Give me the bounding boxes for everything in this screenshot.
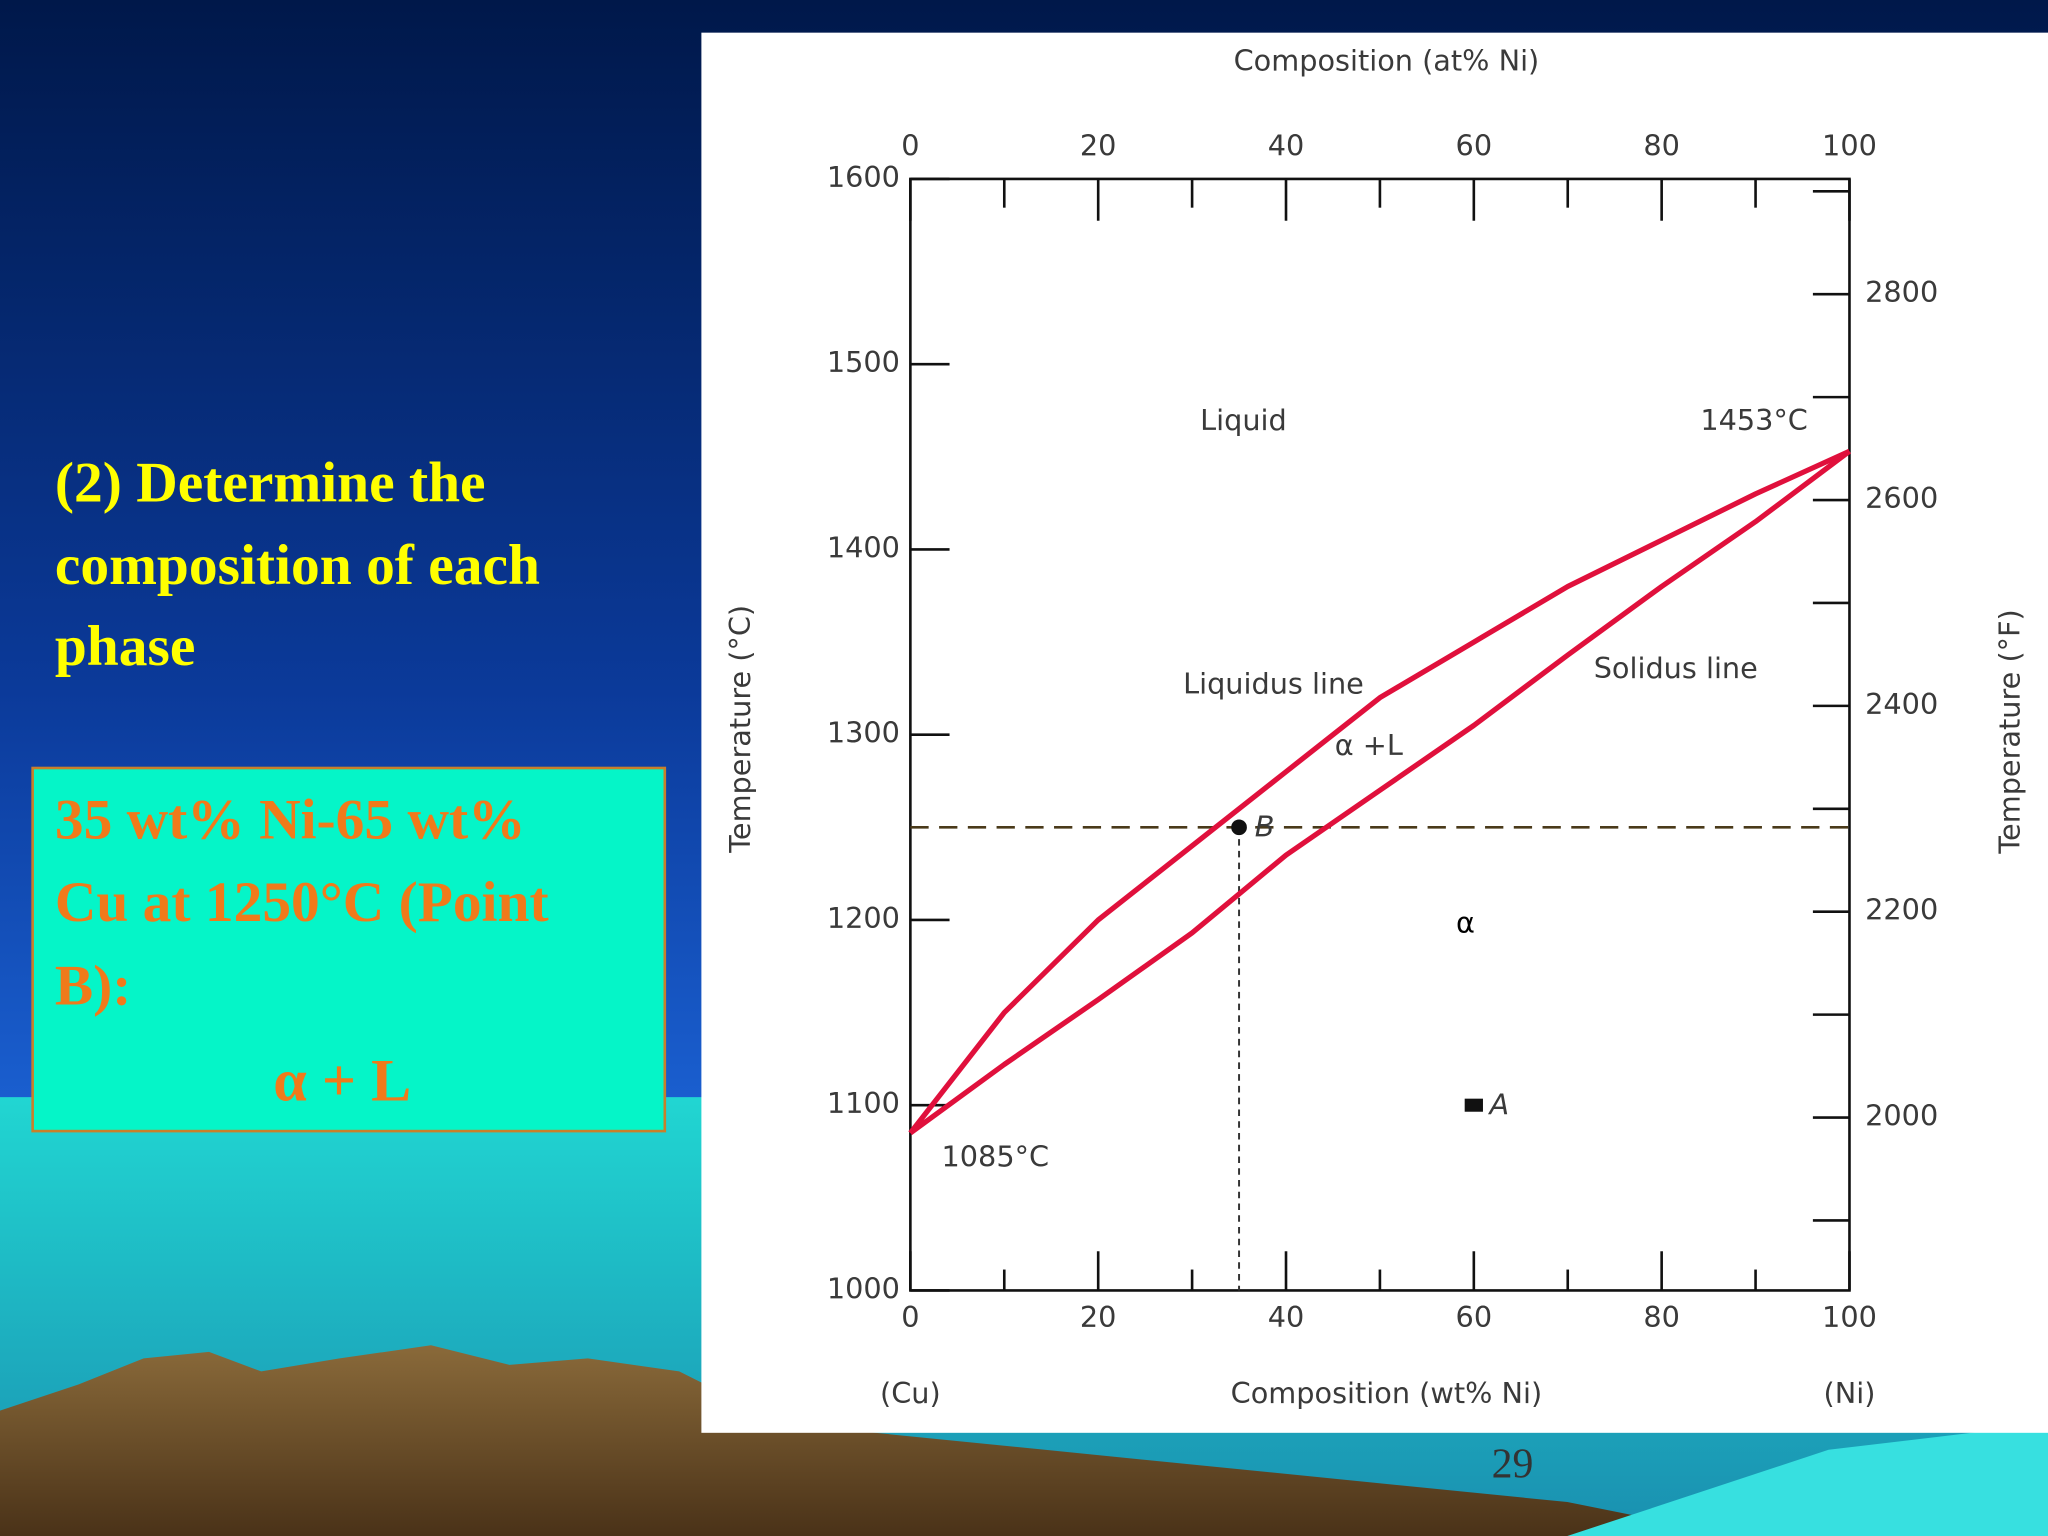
box-text: B): [55,955,132,1018]
series-label: Solidus line [1594,651,1758,685]
y-tick-label: 1200 [827,901,900,935]
box-phase: α + L [273,1046,411,1113]
phase-boundary [908,449,1852,1136]
x-tick-label: 40 [1268,1300,1305,1334]
series-label: Liquidus line [1183,667,1364,701]
x-tick-label: 60 [1456,1300,1493,1334]
x-tick-label: 100 [1822,1300,1877,1334]
y2-axis-title: Temperature (°F) [1992,609,2026,854]
point [1231,819,1247,836]
slide-title: composition of each [55,534,540,597]
info-box [31,766,667,1133]
point [1464,1098,1483,1112]
page-number: 29 [1492,1442,1534,1488]
x2-tick-label: 40 [1268,129,1305,163]
y2-tick-label: 2000 [1865,1099,1938,1133]
slide-title: (2) Determine the [55,452,486,515]
mountains [0,1345,1738,1536]
y2-tick-label: 2200 [1865,893,1938,927]
x2-axis-title: Composition (at% Ni) [1234,44,1540,78]
x2-tick-label: 100 [1822,129,1877,163]
phase-boundary [908,448,1851,1135]
y-tick-label: 1300 [827,716,900,750]
y-tick-label: 1100 [827,1086,900,1120]
annotation: 1453°C [1700,403,1808,437]
x-tick-label: 20 [1080,1300,1117,1334]
x2-tick-label: 80 [1643,129,1680,163]
slide-title: phase [55,615,196,678]
annotation: α [1456,906,1475,940]
y-axis-title: Temperature (°C) [723,605,757,854]
y2-tick-label: 2400 [1865,687,1938,721]
x-end-label: (Cu) [880,1376,941,1410]
x-tick-label: 80 [1643,1300,1680,1334]
x2-tick-label: 20 [1080,129,1117,163]
box-text: 35 wt% Ni-65 wt% [55,789,526,852]
y2-tick-label: 2800 [1865,275,1938,309]
phase-diagram: 0 20 40 60 80 1000 20 40 60 80 1001000110012001300… [723,44,2027,1410]
box-text: Cu at 1250°C (Point [55,871,549,934]
shore [1567,1423,2048,1536]
y-tick-label: 1500 [827,345,900,379]
y-tick-label: 1400 [827,530,900,564]
point-label: B [1255,810,1275,844]
y2-tick-label: 2600 [1865,481,1938,515]
chart-panel [701,32,2048,1433]
y-tick-label: 1000 [827,1271,900,1305]
point-label: A [1488,1088,1510,1122]
annotation: Liquid [1200,403,1287,437]
x-axis-title: Composition (wt% Ni) [1231,1376,1543,1410]
x2-tick-label: 0 [901,129,919,163]
y-tick-label: 1600 [827,160,900,194]
annotation: α +L [1335,728,1403,762]
annotation: 1085°C [942,1140,1050,1174]
x2-tick-label: 60 [1456,129,1493,163]
x-tick-label: 0 [901,1300,919,1334]
x-end-label: (Ni) [1824,1376,1876,1410]
